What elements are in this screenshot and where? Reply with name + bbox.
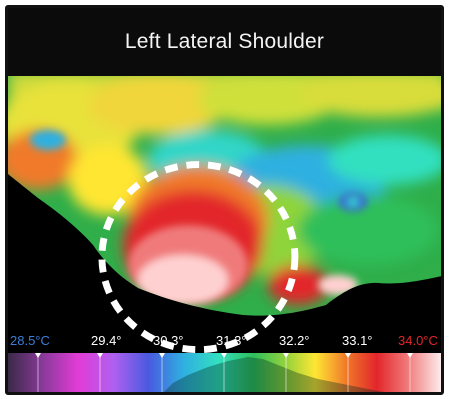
scale-min-label: 28.5°C [10,333,50,348]
thermal-image-frame: Left Lateral Shoulder [5,5,444,395]
scale-tick-label: 29.4° [91,333,122,348]
temperature-scale-labels: 28.5°C 29.4° 30.3° 31.3° 32.2° 33.1° 34.… [8,330,441,352]
image-title: Left Lateral Shoulder [124,30,325,53]
scale-tick-label: 32.2° [279,333,310,348]
scale-tick-label: 31.3° [216,333,247,348]
scale-max-label: 34.0°C [398,333,438,348]
scale-tick-label: 30.3° [153,333,184,348]
title-bar: Left Lateral Shoulder [8,8,441,76]
thermogram [8,70,441,332]
color-palette-bar [8,353,441,392]
scale-tick-label: 33.1° [342,333,373,348]
